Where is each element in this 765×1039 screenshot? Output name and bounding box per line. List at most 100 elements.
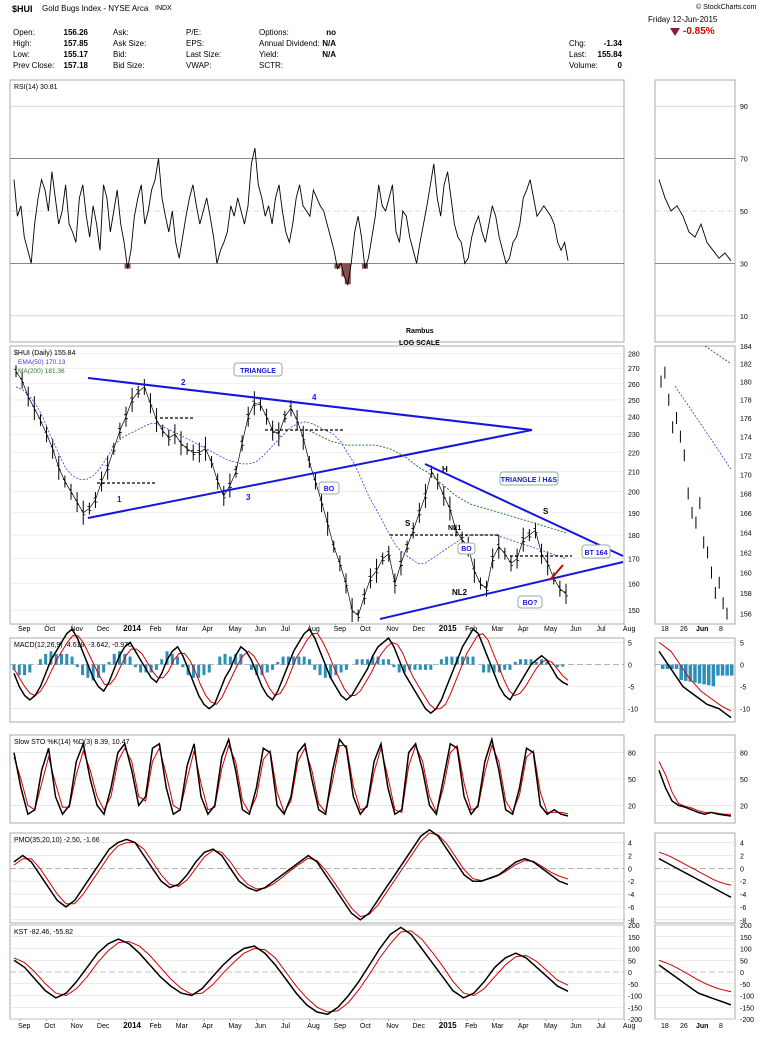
y-tick-label: 170	[628, 557, 640, 564]
x-tick-label: Nov	[71, 1023, 84, 1030]
y-tick-label: 220	[628, 450, 640, 457]
triangle-callout: TRIANGLE	[240, 368, 276, 375]
macd-histogram-bar	[49, 651, 53, 665]
x-tick-label: Jun	[570, 1023, 581, 1030]
macd-histogram-bar	[492, 664, 496, 673]
macd-histogram-bar	[487, 664, 491, 673]
zoom-x-tick-label: Jun	[696, 626, 708, 633]
x-tick-label: 2014	[123, 624, 141, 633]
macd-histogram-bar	[670, 664, 674, 669]
y-tick-label: 10	[740, 314, 748, 321]
macd-histogram-bar	[96, 664, 100, 678]
quote-label: Bid:	[113, 50, 127, 59]
macd-histogram-bar	[176, 656, 180, 665]
macd-histogram-bar	[44, 653, 48, 665]
macd-histogram-bar	[170, 653, 174, 665]
quote-label: Volume:	[569, 61, 598, 70]
zoom-main-line	[658, 858, 732, 898]
y-tick-label: -50	[628, 982, 638, 989]
macd-histogram-bar	[65, 653, 69, 665]
y-tick-label: 5	[628, 640, 632, 647]
x-tick-label: Mar	[491, 626, 504, 633]
macd-histogram-bar	[534, 661, 538, 665]
zoom-signal-line	[658, 851, 732, 886]
macd-histogram-bar	[133, 664, 137, 668]
point-4-label: 4	[312, 393, 317, 402]
y-tick-label: 250	[628, 398, 640, 405]
quote-label: Ask Size:	[113, 39, 147, 48]
y-tick-label: 20	[628, 803, 636, 810]
zoom-panel-frame	[654, 345, 736, 625]
y-tick-label: 260	[628, 382, 640, 389]
y-tick-label: 178	[740, 398, 752, 405]
macd-histogram-bar	[154, 664, 158, 670]
y-tick-label: 280	[628, 351, 640, 358]
macd-histogram-bar	[471, 656, 475, 665]
macd-histogram-bar	[725, 664, 729, 676]
y-tick-label: 100	[628, 947, 640, 954]
main-line	[13, 628, 569, 715]
signal-line	[13, 832, 569, 918]
zoom-x-tick-label: 26	[680, 626, 688, 633]
macd-histogram-bar	[360, 659, 364, 665]
quote-value: no	[326, 28, 336, 37]
macd-histogram-bar	[429, 664, 433, 670]
macd-histogram-bar	[418, 664, 422, 670]
oversold-fill	[341, 263, 348, 277]
macd-histogram-bar	[271, 664, 275, 670]
macd-histogram-bar	[255, 664, 259, 676]
x-tick-label: Jun	[255, 626, 266, 633]
y-tick-label: 50	[740, 958, 748, 965]
y-tick-label: 200	[628, 923, 640, 930]
x-tick-label: Sep	[334, 626, 347, 633]
zoom-signal-line	[658, 959, 732, 993]
x-tick-label: Jul	[281, 626, 290, 633]
quote-value: 157.85	[63, 39, 88, 48]
zoom-main-line	[658, 964, 732, 1006]
quote-label: EPS:	[186, 39, 205, 48]
macd-histogram-bar	[297, 656, 301, 665]
x-tick-label: Apr	[202, 626, 214, 633]
main-line	[13, 926, 569, 1016]
macd-histogram-bar	[397, 664, 401, 673]
ema50-line	[15, 386, 567, 564]
x-tick-label: Mar	[176, 626, 189, 633]
y-tick-label: 50	[740, 209, 748, 216]
zoom-x-tick-label: 8	[719, 626, 723, 633]
macd-histogram-bar	[716, 664, 720, 676]
quote-value: 0	[617, 61, 622, 70]
y-tick-label: 90	[740, 104, 748, 111]
macd-histogram-bar	[81, 664, 85, 676]
y-tick-label: 180	[740, 380, 752, 387]
left-shoulder-label: S	[405, 519, 411, 528]
y-tick-label: 172	[740, 453, 752, 460]
y-tick-label: 160	[740, 571, 752, 578]
signal-line	[13, 632, 569, 710]
panel-frame	[9, 637, 625, 723]
macd-histogram-bar	[265, 664, 269, 673]
y-tick-label: 200	[740, 923, 752, 930]
x-tick-label: Mar	[491, 1023, 504, 1030]
macd-histogram-bar	[545, 661, 549, 665]
y-tick-label: 158	[740, 591, 752, 598]
macd-histogram-bar	[424, 664, 428, 670]
y-tick-label: 30	[740, 261, 748, 268]
x-tick-label: Sep	[18, 1023, 31, 1030]
zoom-panel-frame	[654, 637, 736, 723]
macd-histogram-bar	[688, 664, 693, 682]
y-tick-label: -10	[740, 707, 750, 714]
macd-histogram-bar	[679, 664, 683, 680]
nl2-label: NL2	[452, 588, 468, 597]
y-tick-label: 210	[628, 470, 640, 477]
macd-histogram-bar	[720, 664, 725, 676]
zoom-x-tick-label: 26	[680, 1023, 688, 1030]
index-type: INDX	[155, 5, 172, 12]
x-tick-label: Mar	[176, 1023, 189, 1030]
macd-histogram-bar	[323, 664, 327, 678]
quote-label: SCTR:	[259, 61, 283, 70]
quote-label: VWAP:	[186, 61, 212, 70]
x-tick-label: Jul	[597, 626, 606, 633]
y-tick-label: 0	[740, 663, 744, 670]
macd-histogram-bar	[665, 664, 670, 669]
